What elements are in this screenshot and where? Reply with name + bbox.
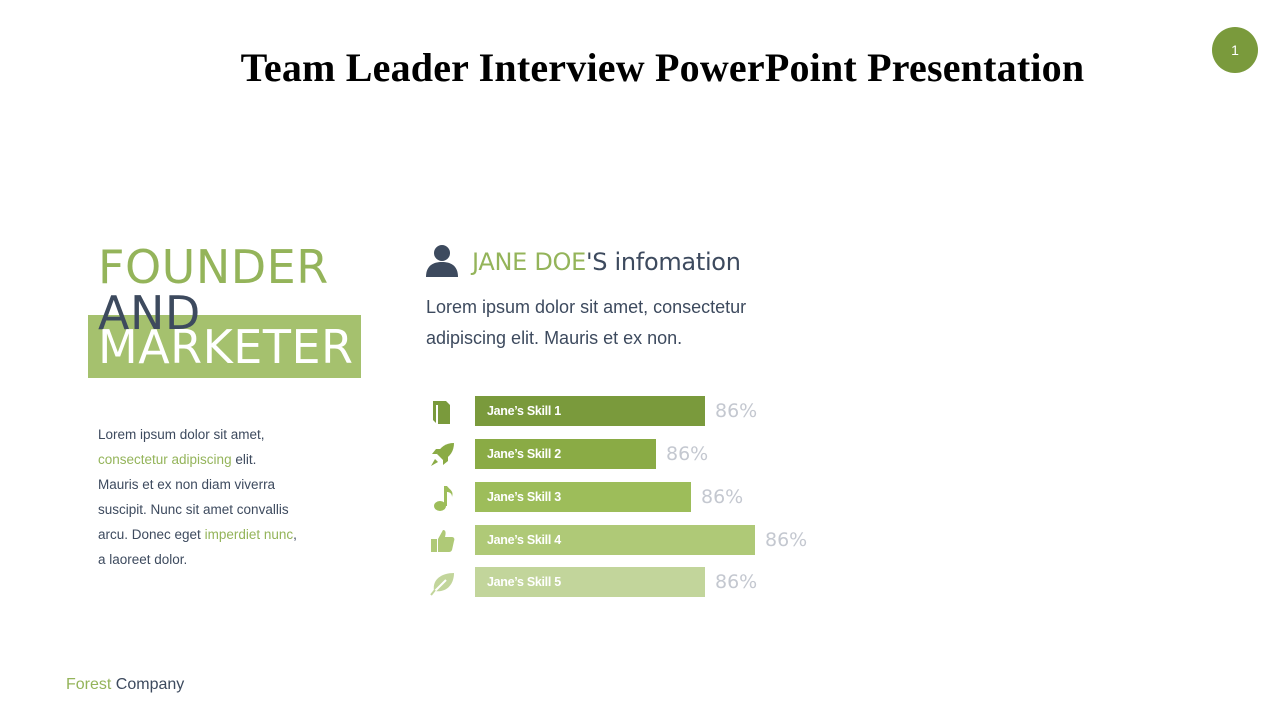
- footer-rest: Company: [111, 676, 185, 693]
- skill-row-1: Jane’s Skill 1 86%: [424, 396, 844, 426]
- skill-bar-4: Jane’s Skill 4: [475, 525, 755, 555]
- book-icon: [433, 401, 450, 424]
- role-description: Lorem ipsum dolor sit amet, consectetur …: [98, 422, 298, 572]
- skill-label-1: Jane’s Skill 1: [487, 404, 561, 418]
- slide-title: Team Leader Interview PowerPoint Present…: [240, 45, 1085, 90]
- skill-bar-2: Jane’s Skill 2: [475, 439, 656, 469]
- skill-label-2: Jane’s Skill 2: [487, 447, 561, 461]
- role-line-marketer: MARKETER: [88, 315, 361, 378]
- company-footer: Forest Company: [66, 676, 184, 694]
- rocket-icon: [431, 443, 454, 466]
- info-heading: JANE DOE'S infomation: [472, 248, 741, 276]
- leaf-icon: [430, 573, 454, 596]
- skill-percent-5: 86%: [715, 571, 758, 593]
- skill-bar-3: Jane’s Skill 3: [475, 482, 691, 512]
- desc-text-1: Lorem ipsum dolor sit amet,: [98, 427, 265, 442]
- thumbs-up-icon: [431, 530, 455, 552]
- desc-highlight-1: consectetur adipiscing: [98, 452, 232, 467]
- skill-bar-5: Jane’s Skill 5: [475, 567, 705, 597]
- page-number-badge: 1: [1212, 27, 1258, 73]
- skill-percent-1: 86%: [715, 400, 758, 422]
- info-text: Lorem ipsum dolor sit amet, consectetur …: [426, 297, 747, 348]
- music-note-icon: [434, 486, 453, 511]
- role-heading: FOUNDER AND MARKETER: [88, 244, 361, 378]
- footer-accent: Forest: [66, 676, 112, 693]
- skill-row-4: Jane’s Skill 4 86%: [424, 525, 844, 555]
- desc-text-3: , a laoreet dolor.: [98, 527, 297, 567]
- desc-highlight-2: imperdiet nunc: [204, 527, 294, 542]
- skill-row-2: Jane’s Skill 2 86%: [424, 439, 844, 469]
- info-name: JANE DOE: [472, 248, 586, 276]
- skill-percent-3: 86%: [701, 486, 744, 508]
- skill-label-5: Jane’s Skill 5: [487, 575, 561, 589]
- info-suffix: 'S infomation: [585, 248, 741, 276]
- skills-list: Jane’s Skill 1 86% Jane’s Skill 2 86% Ja…: [424, 396, 844, 601]
- skill-percent-4: 86%: [765, 529, 808, 551]
- role-line-founder: FOUNDER: [98, 240, 329, 294]
- skill-bar-1: Jane’s Skill 1: [475, 396, 705, 426]
- skill-label-3: Jane’s Skill 3: [487, 490, 561, 504]
- person-icon: [426, 245, 458, 277]
- skill-row-5: Jane’s Skill 5 86%: [424, 567, 844, 597]
- skill-label-4: Jane’s Skill 4: [487, 533, 561, 547]
- desc-text-2: elit. Mauris et ex non diam viverra susc…: [98, 452, 289, 542]
- skill-percent-2: 86%: [666, 443, 709, 465]
- skill-row-3: Jane’s Skill 3 86%: [424, 482, 844, 512]
